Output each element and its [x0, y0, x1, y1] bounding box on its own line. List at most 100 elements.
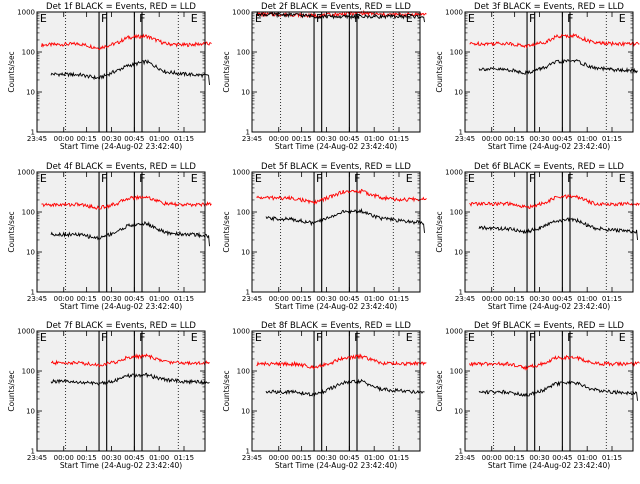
y-tick-label: 1000 [445, 328, 463, 336]
y-tick-label: 1000 [17, 9, 35, 17]
x-axis-label: Start Time (24-Aug-02 23:42:40) [488, 461, 610, 470]
interval-flag: E [40, 12, 47, 25]
y-tick-label: 1 [31, 289, 35, 297]
y-tick-label: 1 [459, 289, 463, 297]
y-axis-label: Counts/sec [222, 370, 231, 411]
x-tick-label: 00:00 [269, 135, 289, 143]
x-tick-label: 23:45 [455, 295, 475, 303]
interval-flag: E [40, 331, 47, 344]
x-tick-label: 01:00 [149, 135, 169, 143]
x-tick-label: 00:15 [77, 135, 97, 143]
y-tick-label: 100 [450, 209, 463, 217]
lld-series-line [469, 32, 640, 49]
interval-flag: F [316, 331, 322, 344]
x-tick-label: 00:00 [269, 454, 289, 462]
y-axis-label: Counts/sec [222, 51, 231, 92]
detector-panel: 1 10 100 1000 23:45 00:00 00:15 00:30 00:45 01:00… [222, 321, 427, 470]
x-tick-label: 00:15 [292, 454, 312, 462]
x-tick-label: 00:15 [292, 135, 312, 143]
axes-frame [36, 171, 206, 293]
x-tick-label: 23:45 [455, 454, 475, 462]
y-tick-label: 10 [454, 249, 463, 257]
x-tick-label: 00:30 [101, 454, 121, 462]
x-tick-label: 00:00 [269, 295, 289, 303]
x-tick-label: 01:00 [364, 295, 384, 303]
x-tick-label: 23:45 [27, 295, 47, 303]
x-tick-label: 00:15 [505, 454, 525, 462]
y-tick-label: 100 [237, 368, 250, 376]
y-tick-label: 100 [237, 49, 250, 57]
x-axis-label: Start Time (24-Aug-02 23:42:40) [60, 461, 182, 470]
x-tick-label: 01:15 [389, 295, 409, 303]
x-tick-label: 00:30 [529, 135, 549, 143]
x-tick-label: 01:00 [364, 454, 384, 462]
x-tick-label: 01:15 [389, 454, 409, 462]
interval-flag: E [40, 172, 47, 185]
x-tick-label: 01:00 [149, 454, 169, 462]
y-tick-label: 1 [246, 289, 250, 297]
axes-frame [464, 330, 634, 452]
interval-flag: F [101, 12, 107, 25]
x-tick-label: 00:30 [316, 135, 336, 143]
x-tick-label: 00:30 [529, 295, 549, 303]
y-tick-label: 10 [454, 89, 463, 97]
interval-flag: E [619, 12, 626, 25]
y-axis-label: Counts/sec [435, 211, 444, 252]
panel-title: Det 1f BLACK = Events, RED = LLD [46, 2, 196, 12]
x-tick-label: 23:45 [242, 454, 262, 462]
detector-panel: 1 10 100 1000 23:45 00:00 00:15 00:30 00:45 01:00… [7, 162, 212, 311]
x-tick-label: 00:15 [292, 295, 312, 303]
x-tick-label: 00:45 [552, 295, 572, 303]
y-tick-label: 1000 [17, 328, 35, 336]
axes-frame [251, 330, 421, 452]
x-axis-label: Start Time (24-Aug-02 23:42:40) [488, 302, 610, 311]
events-series-line [50, 59, 210, 86]
x-tick-label: 00:00 [54, 454, 74, 462]
y-tick-label: 1000 [17, 169, 35, 177]
panel-title: Det 5f BLACK = Events, RED = LLD [261, 162, 411, 172]
x-tick-label: 00:00 [482, 454, 502, 462]
x-tick-label: 00:15 [77, 295, 97, 303]
lld-series-line [256, 353, 427, 370]
x-tick-label: 01:15 [174, 454, 194, 462]
panel-title: Det 6f BLACK = Events, RED = LLD [474, 162, 624, 172]
x-tick-label: 01:00 [364, 135, 384, 143]
panel-title: Det 9f BLACK = Events, RED = LLD [474, 321, 624, 331]
interval-flag: F [354, 331, 360, 344]
axes-frame [36, 330, 206, 452]
plot-area [465, 172, 633, 292]
x-tick-label: 00:45 [552, 135, 572, 143]
detector-panel: 1 10 100 1000 23:45 00:00 00:15 00:30 00:45 01:00… [435, 162, 640, 311]
interval-flag: E [406, 172, 413, 185]
lld-series-line [51, 353, 210, 368]
x-tick-label: 00:45 [339, 454, 359, 462]
plot-area [37, 12, 205, 132]
y-tick-label: 1000 [232, 328, 250, 336]
y-tick-label: 100 [237, 209, 250, 217]
y-tick-label: 10 [241, 89, 250, 97]
panel-title: Det 3f BLACK = Events, RED = LLD [474, 2, 624, 12]
events-series-line [265, 378, 425, 397]
interval-flag: F [354, 172, 360, 185]
interval-flag: F [529, 172, 535, 185]
y-tick-label: 1 [246, 448, 250, 456]
axes-frame [464, 171, 634, 293]
x-tick-label: 00:45 [124, 295, 144, 303]
lld-series-line [41, 33, 212, 51]
interval-flag: E [191, 172, 198, 185]
x-axis-label: Start Time (24-Aug-02 23:42:40) [275, 461, 397, 470]
interval-flag: F [567, 12, 573, 25]
x-tick-label: 00:00 [482, 135, 502, 143]
x-tick-label: 00:00 [482, 295, 502, 303]
x-tick-label: 23:45 [242, 295, 262, 303]
x-tick-label: 01:15 [174, 295, 194, 303]
x-axis-label: Start Time (24-Aug-02 23:42:40) [488, 142, 610, 151]
interval-flag: E [191, 12, 198, 25]
interval-flag: F [139, 12, 145, 25]
x-tick-label: 00:45 [339, 295, 359, 303]
axes-frame [251, 171, 421, 293]
interval-flag: E [255, 331, 262, 344]
x-tick-label: 01:15 [602, 454, 622, 462]
interval-flag: E [406, 12, 413, 25]
